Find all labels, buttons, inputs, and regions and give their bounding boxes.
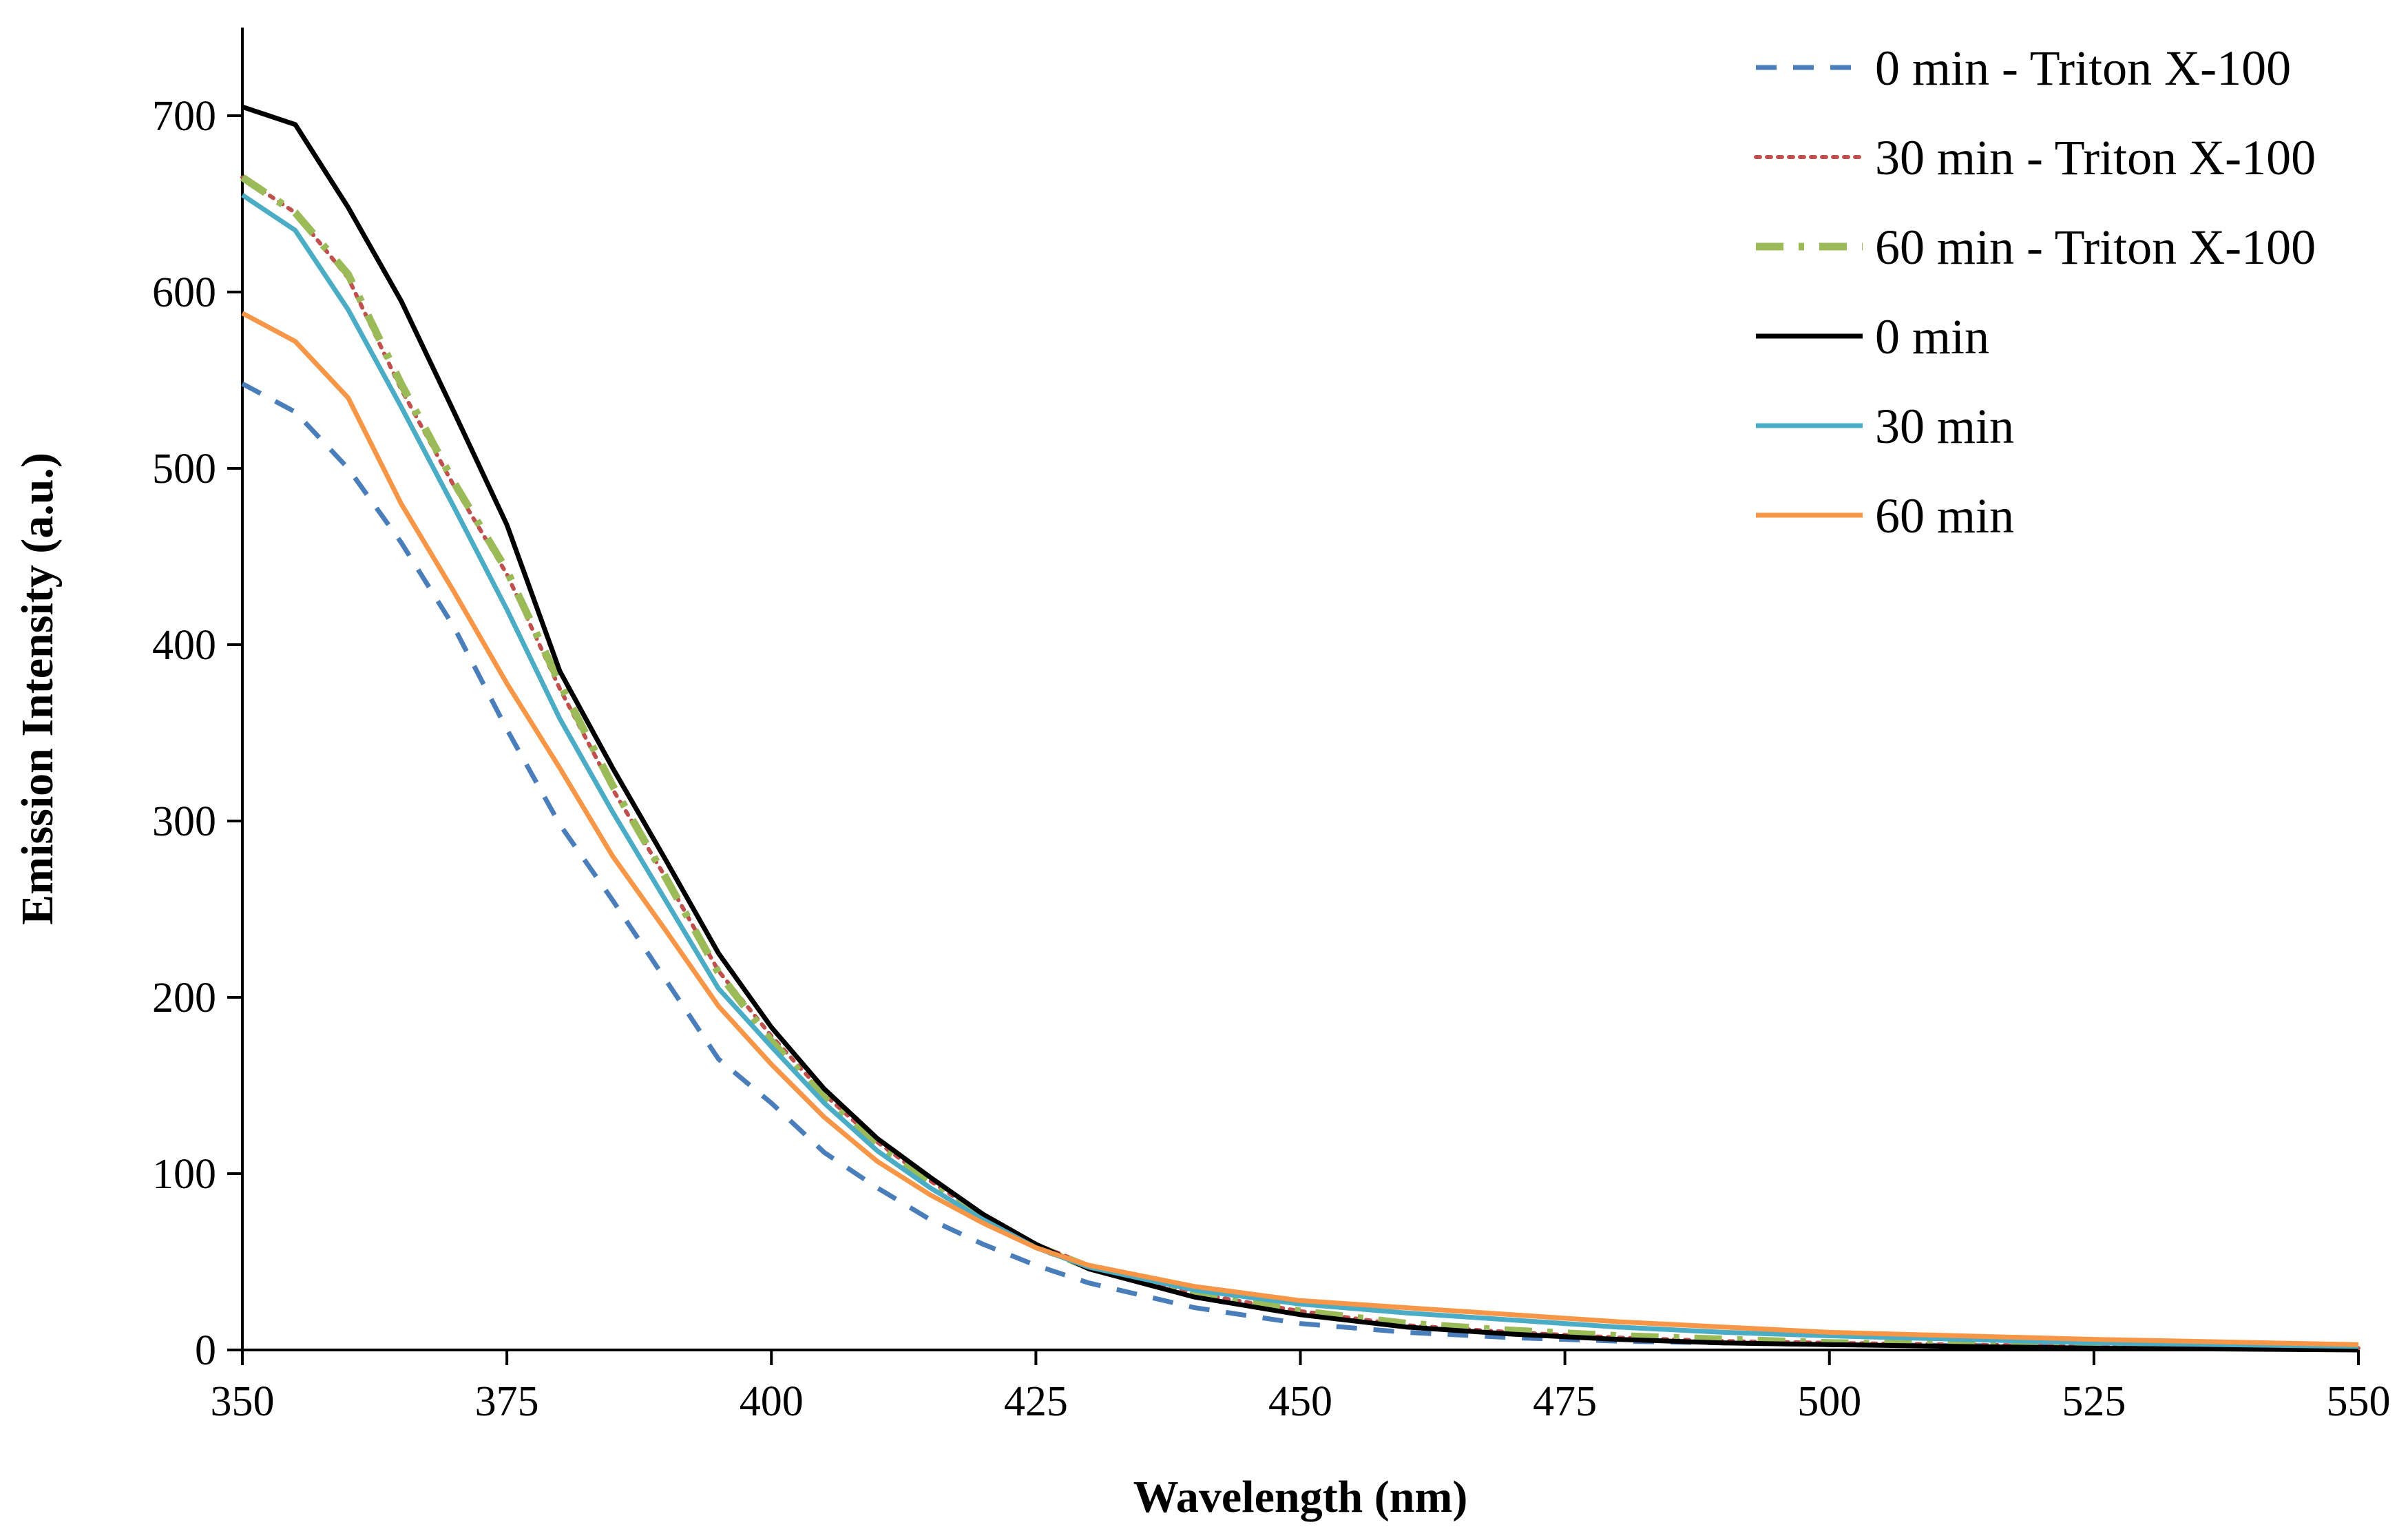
y-tick-label: 200: [152, 975, 216, 1021]
series-line-2: [240, 174, 2359, 1352]
x-tick-label: 475: [1533, 1378, 1597, 1425]
legend-label-2: 60 min - Triton X-100: [1875, 220, 2316, 275]
x-tick-label: 400: [740, 1378, 804, 1425]
x-tick-label: 550: [2327, 1378, 2391, 1425]
x-tick-label: 375: [475, 1378, 539, 1425]
y-tick-label: 0: [195, 1327, 216, 1374]
legend-label-5: 60 min: [1875, 488, 2014, 543]
plot-area: 0 100 200 300 400 500 600 700 350 375 400 425 450 47…: [152, 28, 2391, 1425]
series-line-5: [241, 311, 2359, 1347]
y-tick-label: 100: [152, 1151, 216, 1198]
y-tick-label: 300: [152, 798, 216, 845]
x-ticks: 350 375 400 425 450 475 500 525 550: [211, 1350, 2391, 1425]
legend: 0 min - Triton X-100 30 min - Triton X-10…: [1754, 41, 2316, 543]
series-line-0: [241, 382, 2359, 1351]
y-tick-label: 600: [152, 269, 216, 316]
series-line-4: [241, 193, 2359, 1349]
series-line-1: [240, 175, 2360, 1351]
legend-label-1: 30 min - Triton X-100: [1875, 130, 2316, 185]
y-tick-label: 700: [152, 93, 216, 140]
x-tick-label: 350: [211, 1378, 275, 1425]
legend-label-0: 0 min - Triton X-100: [1875, 41, 2291, 96]
x-tick-label: 425: [1004, 1378, 1068, 1425]
y-tick-label: 500: [152, 446, 216, 492]
y-tick-label: 400: [152, 622, 216, 669]
legend-label-4: 30 min: [1875, 399, 2014, 454]
x-axis-title: Wavelength (nm): [1133, 1472, 1468, 1522]
y-ticks: 0 100 200 300 400 500 600 700: [152, 93, 242, 1374]
y-axis-title: Emission Intensity (a.u.): [12, 453, 63, 925]
x-tick-label: 450: [1268, 1378, 1332, 1425]
x-tick-label: 525: [2062, 1378, 2126, 1425]
series-line-3: [241, 104, 2359, 1353]
legend-label-3: 0 min: [1875, 309, 1989, 364]
x-tick-label: 500: [1797, 1378, 1861, 1425]
series-group: [240, 104, 2360, 1353]
